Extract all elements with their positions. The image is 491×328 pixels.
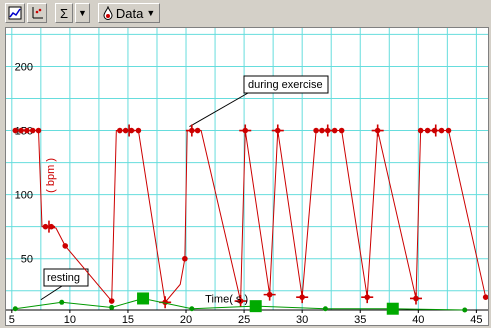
exercise-point bbox=[331, 127, 338, 134]
exercise-cross-marker bbox=[361, 291, 374, 304]
exercise-point bbox=[482, 294, 488, 300]
exercise-point bbox=[313, 127, 319, 134]
exercise-point bbox=[117, 127, 123, 134]
data-drop-icon bbox=[103, 6, 113, 20]
annotation-resting: resting bbox=[47, 272, 80, 284]
exercise-cross-marker bbox=[429, 124, 442, 137]
exercise-point bbox=[424, 127, 431, 134]
toolbar: Σ ▼ Data ▼ bbox=[0, 0, 491, 26]
y-axis-label: ( bpm ) bbox=[45, 158, 57, 193]
statistics-button[interactable]: Σ bbox=[55, 3, 73, 23]
exercise-point bbox=[12, 127, 19, 134]
resting-square-marker bbox=[249, 300, 262, 313]
exercise-cross-marker bbox=[371, 124, 384, 137]
x-tick-label: 35 bbox=[354, 314, 366, 325]
annotation-box bbox=[43, 268, 89, 287]
exercise-cross-marker bbox=[296, 291, 309, 304]
exercise-cross-marker bbox=[123, 124, 136, 137]
x-axis-label: Time( s ) bbox=[205, 293, 248, 305]
resting-point bbox=[189, 306, 195, 312]
exercise-cross-marker bbox=[263, 288, 276, 301]
x-tick-label: 10 bbox=[64, 314, 76, 325]
exercise-point bbox=[62, 243, 69, 249]
resting-point bbox=[322, 306, 328, 312]
exercise-cross-marker bbox=[321, 124, 334, 137]
axes-icon bbox=[32, 7, 43, 19]
y-tick-label: 200 bbox=[15, 61, 33, 73]
data-menu-label: Data bbox=[115, 5, 144, 21]
exercise-point bbox=[338, 127, 345, 134]
chevron-down-icon: ▼ bbox=[146, 8, 156, 18]
y-tick-label: 100 bbox=[15, 190, 33, 202]
exercise-cross-marker bbox=[234, 295, 247, 308]
x-tick-label: 25 bbox=[238, 314, 250, 325]
exercise-point bbox=[35, 127, 42, 134]
x-tick-label: 15 bbox=[122, 314, 134, 325]
exercise-point bbox=[29, 127, 36, 134]
exercise-point bbox=[24, 127, 30, 134]
sigma-icon: Σ bbox=[59, 5, 69, 21]
exercise-cross-marker bbox=[271, 124, 284, 137]
annotation-leader-line bbox=[40, 285, 63, 301]
resting-point bbox=[462, 307, 468, 313]
x-tick-label: 40 bbox=[412, 314, 424, 325]
exercise-series-line bbox=[15, 130, 487, 304]
exercise-cross-marker bbox=[42, 220, 55, 233]
exercise-point bbox=[182, 255, 188, 262]
exercise-point bbox=[135, 127, 142, 134]
exercise-cross-marker bbox=[409, 292, 422, 305]
exercise-point bbox=[18, 127, 24, 134]
x-tick-label: 5 bbox=[9, 314, 15, 325]
axes-button[interactable] bbox=[27, 3, 47, 23]
resting-point bbox=[59, 299, 65, 305]
x-tick-label: 30 bbox=[296, 314, 308, 325]
y-tick-label: 50 bbox=[21, 254, 33, 266]
annotation-box bbox=[243, 75, 329, 94]
data-menu-button[interactable]: Data ▼ bbox=[97, 3, 161, 23]
x-tick-label: 20 bbox=[180, 314, 192, 325]
x-tick-label: 45 bbox=[470, 314, 482, 325]
resting-square-marker bbox=[386, 302, 399, 315]
exercise-point bbox=[417, 127, 424, 134]
chart-options-icon bbox=[8, 6, 22, 20]
series bbox=[12, 124, 488, 315]
exercise-cross-marker bbox=[185, 124, 198, 137]
annotation-leader-line bbox=[189, 92, 249, 127]
statistics-dropdown[interactable]: ▼ bbox=[75, 3, 90, 23]
chart-options-button[interactable] bbox=[5, 3, 25, 23]
resting-point bbox=[12, 306, 18, 312]
exercise-point bbox=[108, 298, 115, 304]
resting-point bbox=[109, 304, 115, 310]
grid bbox=[6, 28, 488, 310]
exercise-point bbox=[445, 127, 452, 134]
annotation-during-exercise: during exercise bbox=[248, 79, 323, 91]
exercise-cross-marker bbox=[239, 124, 252, 137]
plot-area[interactable]: 5 10 15 20 25 30 35 40 45 50 100 150 200 during exer… bbox=[5, 27, 489, 326]
dropdown-icon: ▼ bbox=[78, 8, 87, 18]
resting-square-marker bbox=[137, 292, 150, 305]
annotations: during exercise resting bbox=[40, 75, 329, 301]
